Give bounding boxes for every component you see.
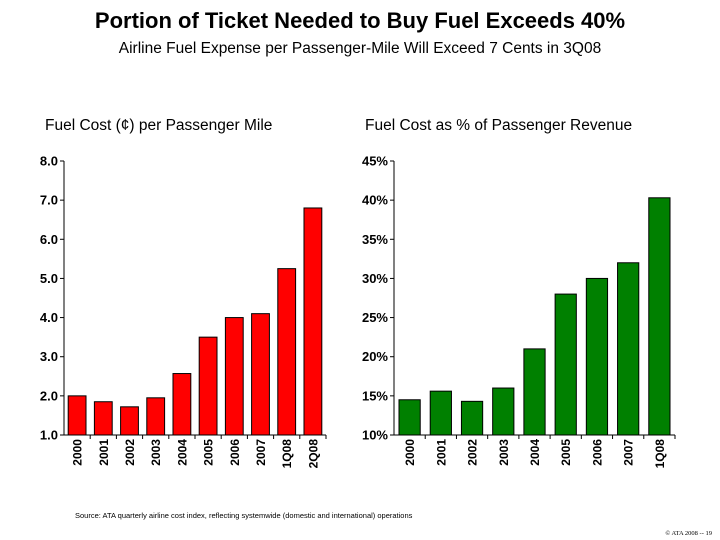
left-y-tick-label: 5.0 <box>40 271 58 286</box>
left-y-tick-label: 4.0 <box>40 310 58 325</box>
left-y-tick-label: 8.0 <box>40 154 58 169</box>
left-bar <box>303 207 323 436</box>
right-category-label: 2002 <box>466 439 480 466</box>
left-category-label: 2007 <box>254 439 268 466</box>
right-category-label: 2006 <box>590 439 604 466</box>
left-category-label: 2005 <box>202 439 216 466</box>
right-bar <box>523 348 546 436</box>
left-bar <box>198 336 218 436</box>
right-bar <box>617 262 640 436</box>
left-category-label: 1Q08 <box>280 439 294 469</box>
left-category-label: 2002 <box>123 439 137 466</box>
left-bar <box>251 313 270 436</box>
right-bar <box>460 400 484 436</box>
right-category-label: 2007 <box>622 439 636 466</box>
left-bar <box>67 395 87 436</box>
right-y-tick-label: 30% <box>362 271 388 286</box>
left-y-tick-label: 6.0 <box>40 232 58 247</box>
right-bar <box>398 399 421 436</box>
left-y-tick-label: 1.0 <box>40 428 58 443</box>
left-bar <box>172 373 192 436</box>
right-category-label: 2004 <box>528 439 542 466</box>
right-y-tick-label: 45% <box>362 154 388 169</box>
left-category-label: 2006 <box>228 439 242 466</box>
page-subtitle: Airline Fuel Expense per Passenger-Mile … <box>118 40 602 57</box>
right-bar <box>492 387 515 436</box>
right-bar <box>585 277 609 436</box>
source-note: Source: ATA quarterly airline cost index… <box>75 511 413 520</box>
left-category-label: 2004 <box>175 439 189 466</box>
right-bar <box>648 197 671 436</box>
right-y-tick-label: 20% <box>362 349 388 364</box>
right-category-label: 2003 <box>497 439 511 466</box>
right-category-label: 2000 <box>403 439 417 466</box>
right-y-tick-label: 40% <box>362 193 388 208</box>
right-chart-title: Fuel Cost as % of Passenger Revenue <box>365 117 633 134</box>
left-category-label: 2001 <box>97 439 111 466</box>
right-bar <box>554 293 577 436</box>
right-y-tick-label: 35% <box>362 232 388 247</box>
left-bar <box>93 401 113 436</box>
page-title: Portion of Ticket Needed to Buy Fuel Exc… <box>94 8 626 33</box>
left-chart-title: Fuel Cost (¢) per Passenger Mile <box>45 117 273 134</box>
right-y-tick-label: 15% <box>362 388 388 403</box>
left-bar <box>277 268 297 436</box>
right-category-label: 1Q08 <box>653 439 667 469</box>
left-bar <box>146 397 166 436</box>
left-y-tick-label: 7.0 <box>40 193 58 208</box>
right-y-tick-label: 25% <box>362 310 388 325</box>
left-bar <box>120 406 139 436</box>
footer-copyright: © ATA 2008 -- 19 <box>665 530 712 537</box>
left-category-label: 2000 <box>71 439 85 466</box>
fuel-cost-per-mile-chart: 8.0 7.0 6.0 5.0 4.0 3.0 2.0 1.0 2000 2001 2002 2003… <box>40 154 327 469</box>
left-bar <box>224 317 244 436</box>
right-category-label: 2001 <box>434 439 448 466</box>
left-y-tick-label: 3.0 <box>40 349 58 364</box>
right-category-label: 2005 <box>559 439 573 466</box>
right-y-tick-label: 10% <box>362 428 388 443</box>
left-category-label: 2003 <box>149 439 163 466</box>
left-category-label: 2Q08 <box>306 439 320 469</box>
left-y-tick-label: 2.0 <box>40 388 58 403</box>
right-bar <box>429 390 452 436</box>
